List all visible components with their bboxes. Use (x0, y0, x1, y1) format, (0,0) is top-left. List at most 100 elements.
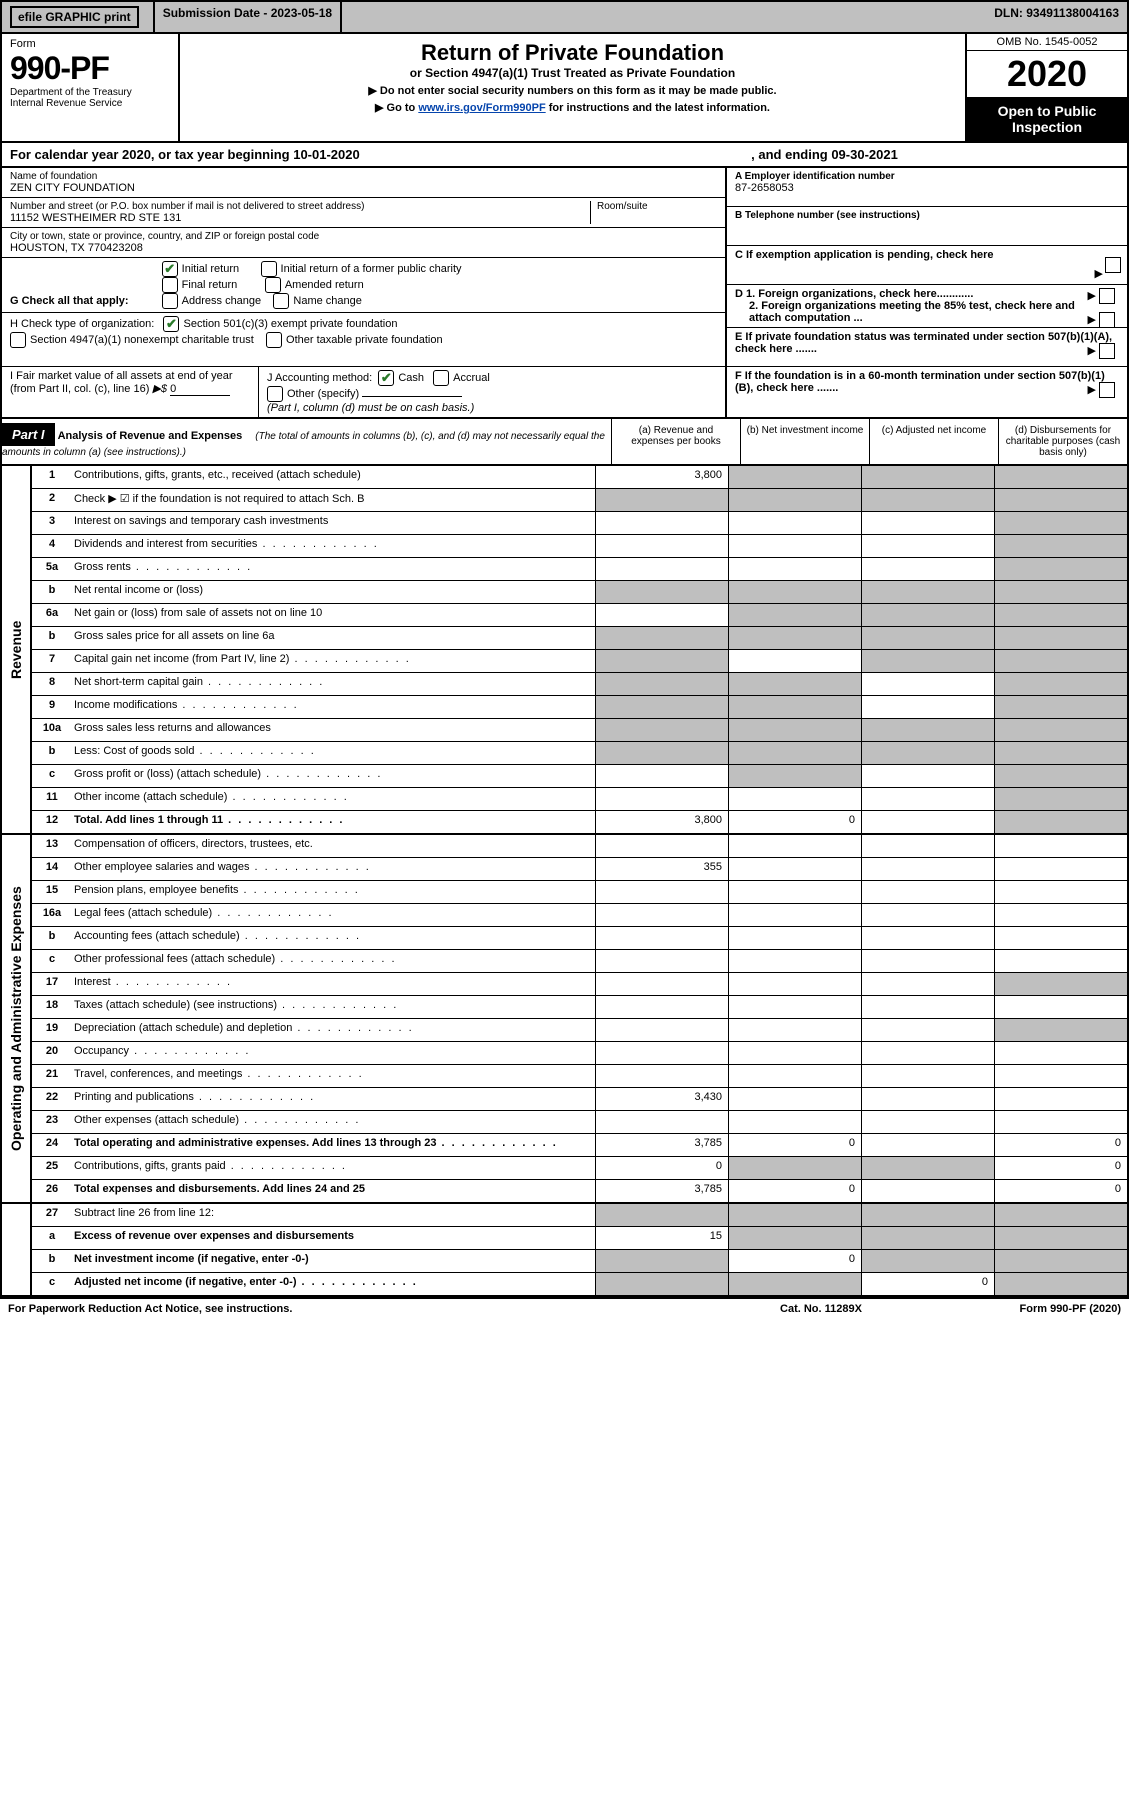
cat-number: Cat. No. 11289X (721, 1303, 921, 1315)
accrual-checkbox[interactable] (433, 370, 449, 386)
c-checkbox[interactable] (1105, 257, 1121, 273)
l17-a (595, 973, 728, 995)
initial-return-checkbox[interactable] (162, 261, 178, 277)
final-return-checkbox[interactable] (162, 277, 178, 293)
l5b-d (994, 581, 1127, 603)
dept-irs: Internal Revenue Service (10, 98, 170, 109)
line-6a: 6aNet gain or (loss) from sale of assets… (32, 604, 1127, 627)
f-checkbox[interactable] (1099, 382, 1115, 398)
e-cell: E If private foundation status was termi… (727, 328, 1127, 366)
l6a-a (595, 604, 728, 626)
line-17: 17Interest (32, 973, 1127, 996)
d2-checkbox[interactable] (1099, 312, 1115, 328)
l16a-d (994, 904, 1127, 926)
l6a-b (728, 604, 861, 626)
l2-b (728, 489, 861, 511)
l27-c (861, 1204, 994, 1226)
l14-c (861, 858, 994, 880)
other-method-checkbox[interactable] (267, 386, 283, 402)
line-10b: bLess: Cost of goods sold (32, 742, 1127, 765)
l12-a: 3,800 (595, 811, 728, 833)
street-address: 11152 WESTHEIMER RD STE 131 (10, 212, 590, 224)
l16b-b (728, 927, 861, 949)
line-18: 18Taxes (attach schedule) (see instructi… (32, 996, 1127, 1019)
init-pubcharity-checkbox[interactable] (261, 261, 277, 277)
g-label: G Check all that apply: (10, 295, 129, 307)
cash-checkbox[interactable] (378, 370, 394, 386)
irs-link[interactable]: www.irs.gov/Form990PF (418, 102, 545, 114)
city-cell: City or town, state or province, country… (2, 228, 725, 258)
l20-c (861, 1042, 994, 1064)
addr-label: Number and street (or P.O. box number if… (10, 201, 590, 212)
name-change-checkbox[interactable] (273, 293, 289, 309)
line-6b: bGross sales price for all assets on lin… (32, 627, 1127, 650)
line-1: 1Contributions, gifts, grants, etc., rec… (32, 466, 1127, 489)
l27-a (595, 1204, 728, 1226)
l9-d (994, 696, 1127, 718)
l10a-a (595, 719, 728, 741)
l8-a (595, 673, 728, 695)
l16c-a (595, 950, 728, 972)
l21-c (861, 1065, 994, 1087)
col-d-header: (d) Disbursements for charitable purpose… (998, 419, 1127, 464)
s501c3-checkbox[interactable] (163, 316, 179, 332)
l27b-b: 0 (728, 1250, 861, 1272)
i-value: 0 (170, 383, 230, 396)
d2-label: 2. Foreign organizations meeting the 85%… (749, 300, 1075, 324)
form-year-block: OMB No. 1545-0052 2020 Open to Public In… (965, 34, 1127, 141)
net-section: 27Subtract line 26 from line 12: aExcess… (2, 1204, 1127, 1297)
l2-d (994, 489, 1127, 511)
l6b-d (994, 627, 1127, 649)
l15-b (728, 881, 861, 903)
l16a-b (728, 904, 861, 926)
l17-b (728, 973, 861, 995)
l1-a: 3,800 (595, 466, 728, 488)
info-left: Name of foundation ZEN CITY FOUNDATION N… (2, 168, 727, 366)
l22-d (994, 1088, 1127, 1110)
l24-a: 3,785 (595, 1134, 728, 1156)
d1-checkbox[interactable] (1099, 288, 1115, 304)
efile-label: efile GRAPHIC print (10, 6, 139, 28)
s501c3-label: Section 501(c)(3) exempt private foundat… (183, 318, 397, 330)
l9-b (728, 696, 861, 718)
l26-b: 0 (728, 1180, 861, 1202)
year-end: , and ending 09-30-2021 (530, 147, 1119, 162)
l21-b (728, 1065, 861, 1087)
l14-b (728, 858, 861, 880)
amended-return-checkbox[interactable] (265, 277, 281, 293)
l5a-b (728, 558, 861, 580)
other-taxable-checkbox[interactable] (266, 332, 282, 348)
l27-d (994, 1204, 1127, 1226)
open-public: Open to Public Inspection (967, 97, 1127, 141)
s4947-checkbox[interactable] (10, 332, 26, 348)
line-13: 13Compensation of officers, directors, t… (32, 835, 1127, 858)
l27c-c: 0 (861, 1273, 994, 1295)
addr-change-checkbox[interactable] (162, 293, 178, 309)
l10b-d (994, 742, 1127, 764)
l11-b (728, 788, 861, 810)
efile-print-button[interactable]: efile GRAPHIC print (2, 2, 155, 32)
line-21: 21Travel, conferences, and meetings (32, 1065, 1127, 1088)
l6a-d (994, 604, 1127, 626)
l5a-a (595, 558, 728, 580)
l27b-a (595, 1250, 728, 1272)
l12-c (861, 811, 994, 833)
line-10a: 10aGross sales less returns and allowanc… (32, 719, 1127, 742)
l23-d (994, 1111, 1127, 1133)
e-checkbox[interactable] (1099, 343, 1115, 359)
l3-a (595, 512, 728, 534)
l5b-b (728, 581, 861, 603)
l21-a (595, 1065, 728, 1087)
l4-c (861, 535, 994, 557)
f-cell: F If the foundation is in a 60-month ter… (727, 367, 1127, 397)
l13-a (595, 835, 728, 857)
top-spacer (342, 2, 986, 32)
revenue-section: Revenue 1Contributions, gifts, grants, e… (2, 466, 1127, 835)
l10a-c (861, 719, 994, 741)
l5b-c (861, 581, 994, 603)
l6b-c (861, 627, 994, 649)
i-arrow: ▶$ (152, 383, 167, 395)
arrow-icon: ▶ (1095, 267, 1103, 280)
l25-c (861, 1157, 994, 1179)
room-label: Room/suite (597, 201, 717, 212)
